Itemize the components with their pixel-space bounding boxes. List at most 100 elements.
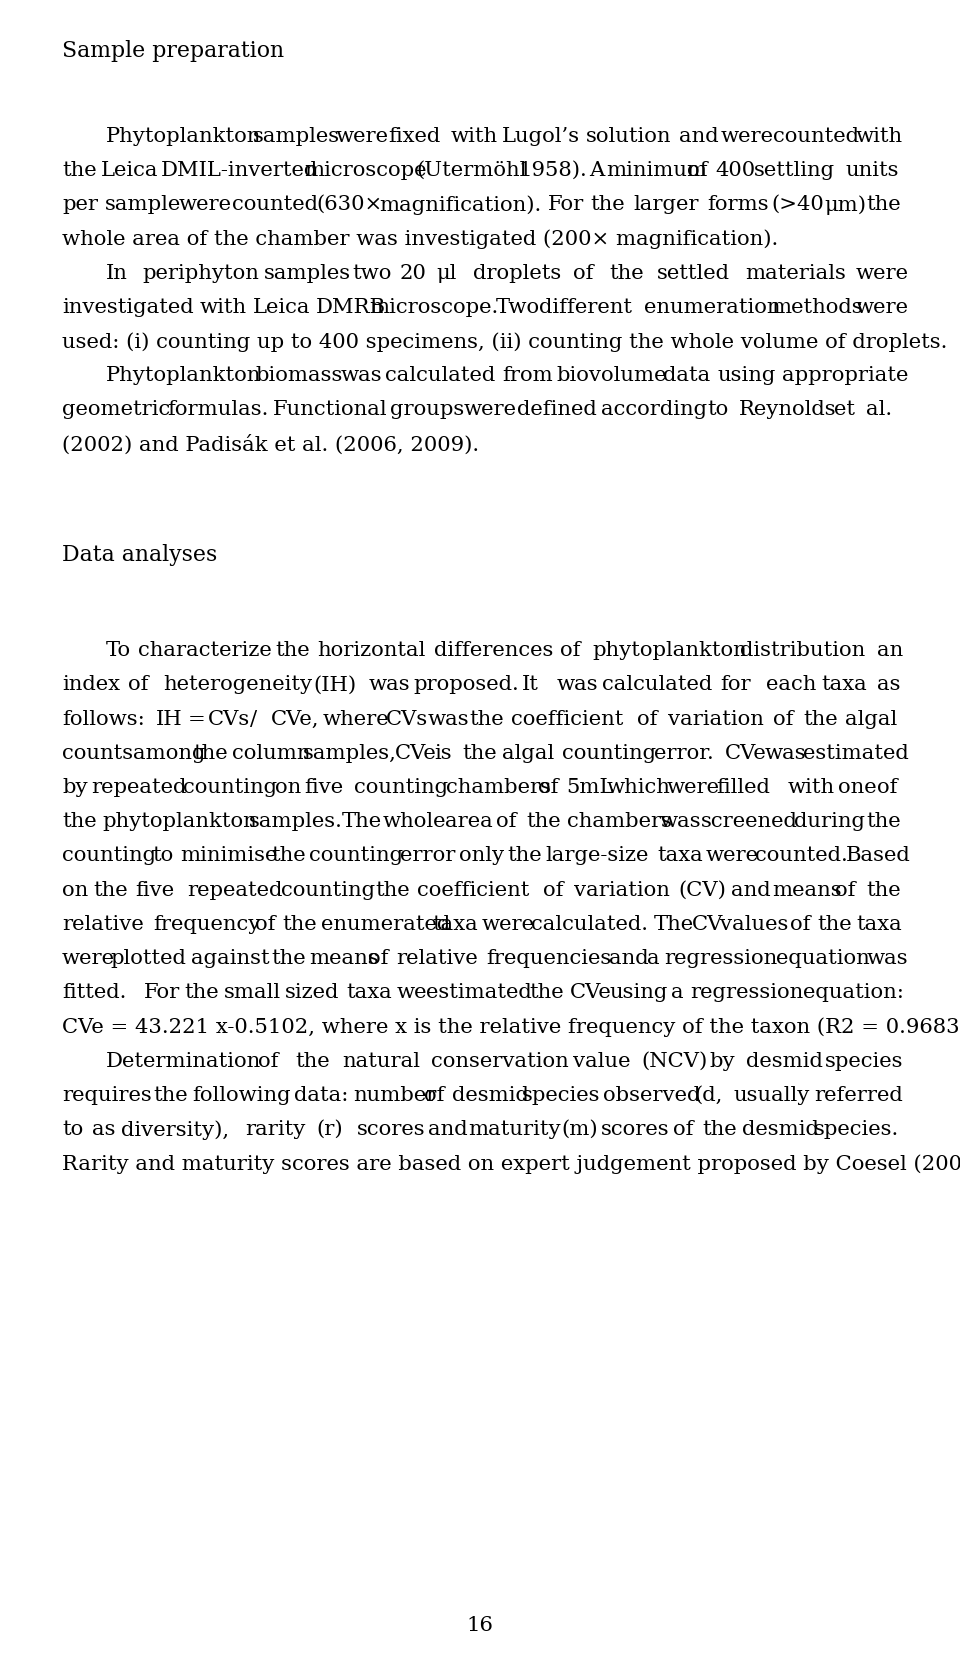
- Text: μl: μl: [437, 263, 457, 283]
- Text: fitted.: fitted.: [62, 983, 127, 1002]
- Text: natural: natural: [342, 1052, 420, 1070]
- Text: of: of: [561, 641, 581, 659]
- Text: chambers: chambers: [566, 812, 672, 832]
- Text: were: were: [179, 196, 231, 214]
- Text: the: the: [867, 812, 901, 832]
- Text: minimise: minimise: [180, 847, 277, 865]
- Text: CVs: CVs: [208, 709, 251, 729]
- Text: counting: counting: [309, 847, 403, 865]
- Text: Lugol’s: Lugol’s: [502, 128, 580, 146]
- Text: the: the: [463, 744, 497, 762]
- Text: estimated: estimated: [804, 744, 909, 762]
- Text: /: /: [250, 709, 257, 729]
- Text: to: to: [708, 401, 729, 419]
- Text: whole area of the chamber was investigated (200× magnification).: whole area of the chamber was investigat…: [62, 229, 779, 249]
- Text: CVe: CVe: [569, 983, 612, 1002]
- Text: counting: counting: [563, 744, 657, 762]
- Text: DMIL-inverted: DMIL-inverted: [160, 161, 318, 181]
- Text: scores: scores: [357, 1120, 425, 1138]
- Text: heterogeneity: heterogeneity: [163, 676, 312, 694]
- Text: the: the: [590, 196, 626, 214]
- Text: 20: 20: [399, 263, 426, 283]
- Text: the: the: [867, 196, 901, 214]
- Text: only: only: [459, 847, 504, 865]
- Text: of: of: [773, 709, 793, 729]
- Text: desmid: desmid: [746, 1052, 823, 1070]
- Text: counting: counting: [354, 779, 448, 797]
- Text: taxa: taxa: [822, 676, 867, 694]
- Text: 1958).: 1958).: [518, 161, 588, 181]
- Text: we: we: [396, 983, 427, 1002]
- Text: of: of: [673, 1120, 693, 1138]
- Text: requires: requires: [62, 1085, 152, 1105]
- Text: of: of: [543, 880, 564, 900]
- Text: and: and: [680, 128, 719, 146]
- Text: the: the: [508, 847, 542, 865]
- Text: repeated: repeated: [187, 880, 282, 900]
- Text: frequencies: frequencies: [487, 949, 612, 968]
- Text: of: of: [254, 915, 275, 935]
- Text: by: by: [709, 1052, 734, 1070]
- Text: the: the: [271, 847, 305, 865]
- Text: (m): (m): [561, 1120, 598, 1138]
- Text: In: In: [107, 263, 128, 283]
- Text: algal: algal: [502, 744, 554, 762]
- Text: phytoplankton: phytoplankton: [103, 812, 257, 832]
- Text: 400: 400: [715, 161, 756, 181]
- Text: equation:: equation:: [804, 983, 904, 1002]
- Text: with: with: [450, 128, 497, 146]
- Text: repeated: repeated: [91, 779, 186, 797]
- Text: using: using: [610, 983, 668, 1002]
- Text: of: of: [495, 812, 516, 832]
- Text: the: the: [530, 983, 564, 1002]
- Text: with: with: [856, 128, 903, 146]
- Text: The: The: [342, 812, 382, 832]
- Text: (Utermöhl: (Utermöhl: [417, 161, 527, 181]
- Text: Phytoplankton: Phytoplankton: [107, 128, 261, 146]
- Text: follows:: follows:: [62, 709, 145, 729]
- Text: (630×: (630×: [316, 196, 382, 214]
- Text: species: species: [825, 1052, 903, 1070]
- Text: groups: groups: [390, 401, 464, 419]
- Text: filled: filled: [716, 779, 771, 797]
- Text: appropriate: appropriate: [782, 366, 909, 384]
- Text: al.: al.: [867, 401, 893, 419]
- Text: observed: observed: [603, 1085, 701, 1105]
- Text: values: values: [720, 915, 788, 935]
- Text: different: different: [539, 298, 632, 316]
- Text: five: five: [304, 779, 343, 797]
- Text: differences: differences: [434, 641, 553, 659]
- Text: CVe: CVe: [395, 744, 437, 762]
- Text: regression: regression: [664, 949, 778, 968]
- Text: the: the: [804, 709, 838, 729]
- Text: (2002) and Padisák et al. (2006, 2009).: (2002) and Padisák et al. (2006, 2009).: [62, 434, 479, 456]
- Text: phytoplankton: phytoplankton: [592, 641, 747, 659]
- Text: of: of: [687, 161, 708, 181]
- Text: of: of: [258, 1052, 279, 1070]
- Text: samples,: samples,: [303, 744, 396, 762]
- Text: minimum: minimum: [607, 161, 708, 181]
- Text: chambers: chambers: [445, 779, 551, 797]
- Text: Two: Two: [496, 298, 540, 316]
- Text: desmid: desmid: [452, 1085, 529, 1105]
- Text: data:: data:: [294, 1085, 348, 1105]
- Text: conservation: conservation: [431, 1052, 569, 1070]
- Text: a: a: [671, 983, 684, 1002]
- Text: CV: CV: [692, 915, 723, 935]
- Text: per: per: [62, 196, 98, 214]
- Text: two: two: [352, 263, 392, 283]
- Text: and: and: [428, 1120, 468, 1138]
- Text: methods: methods: [771, 298, 863, 316]
- Text: Based: Based: [846, 847, 910, 865]
- Text: (NCV): (NCV): [641, 1052, 708, 1070]
- Text: enumeration: enumeration: [644, 298, 781, 316]
- Text: of: of: [877, 779, 898, 797]
- Text: were: were: [856, 263, 909, 283]
- Text: the: the: [703, 1120, 737, 1138]
- Text: the: the: [526, 812, 561, 832]
- Text: DMRB: DMRB: [316, 298, 386, 316]
- Text: usually: usually: [733, 1085, 809, 1105]
- Text: enumerated: enumerated: [321, 915, 450, 935]
- Text: rarity: rarity: [245, 1120, 305, 1138]
- Text: CVs: CVs: [386, 709, 428, 729]
